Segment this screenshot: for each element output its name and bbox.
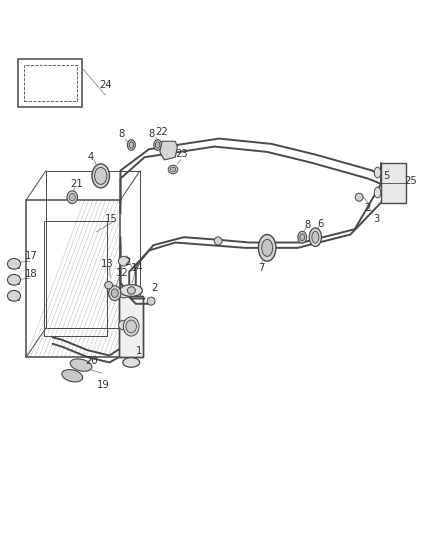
Ellipse shape: [298, 231, 307, 243]
Text: 14: 14: [131, 263, 144, 272]
Ellipse shape: [105, 281, 113, 289]
Text: 18: 18: [25, 270, 38, 279]
Text: 19: 19: [96, 380, 110, 390]
Circle shape: [126, 320, 137, 333]
Bar: [26, 200, 120, 357]
Text: 2: 2: [365, 203, 371, 213]
Text: 7: 7: [258, 263, 264, 272]
Circle shape: [124, 317, 139, 336]
Bar: [24, 65, 77, 101]
Ellipse shape: [309, 228, 321, 246]
Ellipse shape: [127, 140, 135, 150]
Ellipse shape: [261, 239, 272, 256]
Text: 8: 8: [119, 130, 125, 139]
Circle shape: [67, 191, 78, 204]
Ellipse shape: [92, 164, 110, 188]
Text: 13: 13: [101, 260, 113, 269]
Ellipse shape: [95, 167, 107, 184]
Ellipse shape: [70, 359, 92, 372]
Ellipse shape: [374, 167, 381, 178]
Text: 6: 6: [318, 219, 324, 229]
Polygon shape: [160, 141, 177, 160]
Text: 4: 4: [88, 152, 94, 161]
Text: 20: 20: [86, 357, 98, 366]
Ellipse shape: [127, 287, 135, 294]
Text: 25: 25: [404, 176, 417, 186]
Circle shape: [69, 193, 75, 201]
Bar: [9, 260, 19, 268]
Text: 15: 15: [105, 214, 118, 223]
Bar: [18, 59, 82, 107]
Text: 22: 22: [155, 127, 169, 137]
Ellipse shape: [120, 285, 142, 296]
Circle shape: [111, 289, 118, 297]
Ellipse shape: [129, 142, 134, 148]
Bar: [119, 296, 143, 357]
Bar: [46, 171, 140, 328]
Ellipse shape: [300, 233, 304, 241]
Bar: [9, 276, 19, 284]
Bar: [119, 296, 143, 357]
Text: 1: 1: [136, 346, 142, 356]
Ellipse shape: [155, 142, 160, 148]
Ellipse shape: [154, 140, 162, 150]
Ellipse shape: [147, 297, 155, 305]
Ellipse shape: [7, 259, 21, 269]
Ellipse shape: [118, 256, 130, 266]
Text: 2: 2: [151, 283, 157, 293]
Bar: [381, 163, 406, 203]
Ellipse shape: [355, 193, 363, 201]
Bar: [9, 292, 19, 300]
Ellipse shape: [170, 167, 176, 172]
Circle shape: [109, 286, 121, 301]
Text: 24: 24: [100, 80, 112, 90]
Ellipse shape: [118, 320, 130, 330]
Text: 23: 23: [176, 149, 188, 158]
Text: 8: 8: [148, 130, 155, 139]
Ellipse shape: [123, 358, 140, 367]
Bar: [44, 221, 107, 336]
Ellipse shape: [312, 231, 319, 243]
Text: 5: 5: [383, 171, 389, 181]
Circle shape: [165, 145, 172, 154]
Ellipse shape: [7, 274, 21, 285]
Text: 8: 8: [304, 220, 311, 230]
Ellipse shape: [118, 288, 130, 298]
Ellipse shape: [374, 187, 381, 198]
Text: 17: 17: [25, 251, 38, 261]
Text: 2: 2: [124, 257, 130, 267]
Ellipse shape: [168, 165, 178, 174]
Text: 3: 3: [374, 214, 380, 223]
Ellipse shape: [214, 237, 222, 245]
Ellipse shape: [62, 369, 83, 382]
Text: 21: 21: [70, 180, 83, 189]
Ellipse shape: [7, 290, 21, 301]
Text: 12: 12: [115, 268, 128, 278]
Ellipse shape: [258, 235, 276, 261]
